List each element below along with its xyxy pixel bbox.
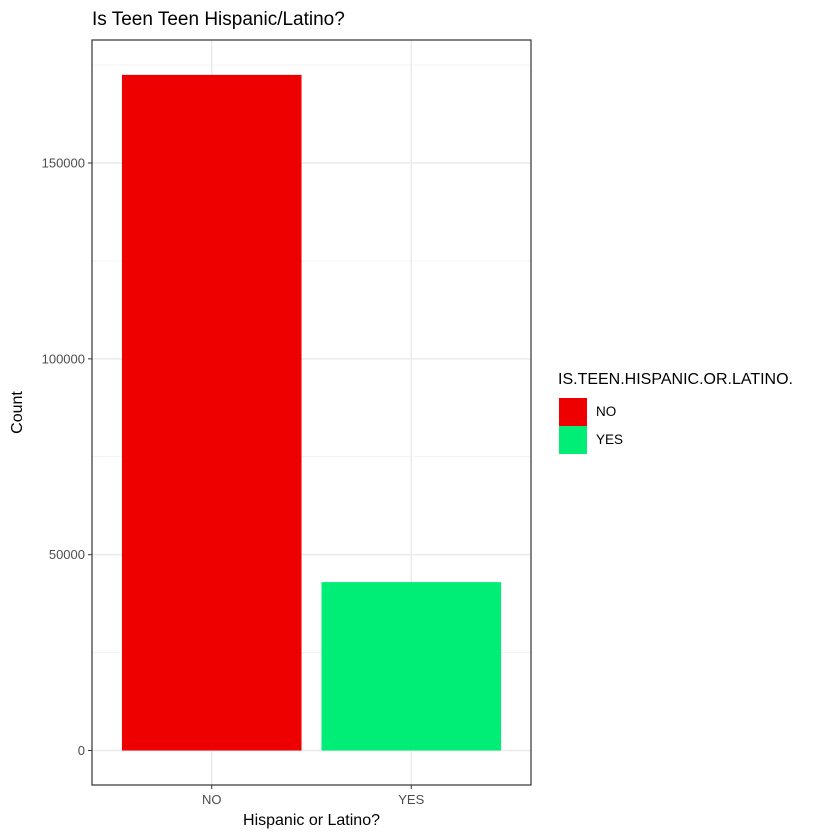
y-tick-label: 100000 <box>42 351 85 366</box>
y-tick-label: 0 <box>78 743 85 758</box>
legend-key-yes <box>559 426 587 454</box>
y-axis-title: Count <box>9 391 26 434</box>
legend-label-yes: YES <box>596 432 623 447</box>
legend-label-no: NO <box>596 404 616 419</box>
legend-key-no <box>559 398 587 426</box>
legend-title: IS.TEEN.HISPANIC.OR.LATINO. <box>558 371 793 388</box>
bar-yes <box>321 582 502 751</box>
y-tick-label: 150000 <box>42 155 85 170</box>
legend-entries: NO YES <box>559 398 623 454</box>
plot-panel-border <box>91 39 532 786</box>
y-tick-label: 50000 <box>49 547 85 562</box>
x-axis-title: Hispanic or Latino? <box>243 812 380 829</box>
x-tick-label: NO <box>202 792 222 807</box>
x-tick-label: YES <box>398 792 424 807</box>
axis-ticks: 0 50000 100000 150000 NO YES <box>42 155 425 807</box>
legend: IS.TEEN.HISPANIC.OR.LATINO. NO YES <box>558 371 793 454</box>
chart-title: Is Teen Teen Hispanic/Latino? <box>92 9 345 30</box>
bar-no <box>121 74 302 751</box>
bars <box>121 74 502 751</box>
